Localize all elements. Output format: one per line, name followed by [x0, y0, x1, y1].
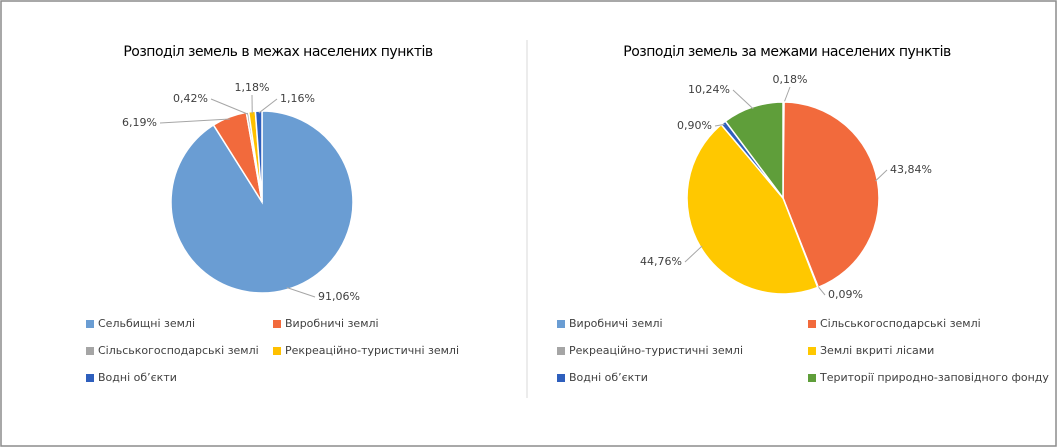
data-label: 6,19%	[122, 116, 157, 129]
legend-swatch	[557, 347, 565, 355]
data-label: 10,24%	[688, 83, 730, 96]
legend-label: Сільськогосподарські землі	[820, 317, 981, 330]
data-label: 1,18%	[235, 81, 270, 94]
legend-label: Виробничі землі	[285, 317, 379, 330]
leader-line	[684, 245, 703, 263]
legend-swatch	[86, 347, 94, 355]
legend-label: Рекреаційно-туристичні землі	[285, 344, 459, 357]
legend-swatch	[557, 320, 565, 328]
legend-swatch	[808, 374, 816, 382]
chart-title: Розподіл земель в межах населених пункті…	[123, 44, 433, 60]
legend-swatch	[808, 347, 816, 355]
legend-label: Рекреаційно-туристичні землі	[569, 344, 743, 357]
legend-label: Виробничі землі	[569, 317, 663, 330]
leader-line	[286, 287, 316, 298]
legend-swatch	[86, 320, 94, 328]
legend-swatch	[273, 347, 281, 355]
data-label: 0,42%	[173, 92, 208, 105]
leader-line	[875, 169, 888, 182]
data-label: 43,84%	[890, 163, 932, 176]
legend-label: Території природно-заповідного фонду	[819, 371, 1049, 384]
data-label: 91,06%	[318, 290, 360, 303]
legend-label: Землі вкриті лісами	[820, 344, 934, 357]
leader-line	[159, 118, 231, 124]
data-label: 0,18%	[773, 73, 808, 86]
legend-swatch	[557, 374, 565, 382]
data-label: 0,09%	[828, 288, 863, 301]
leader-line	[210, 98, 248, 115]
legend-swatch	[273, 320, 281, 328]
legend-label: Водні об’єкти	[569, 371, 648, 384]
data-label: 44,76%	[640, 255, 682, 268]
pie-slice	[782, 101, 880, 289]
leader-line	[816, 285, 826, 296]
leader-line	[258, 98, 278, 114]
legend-label: Водні об’єкти	[98, 371, 177, 384]
data-label: 0,90%	[677, 119, 712, 132]
chart-title: Розподіл земель за межами населених пунк…	[623, 44, 951, 60]
legend-label: Сельбищні землі	[98, 317, 195, 330]
data-label: 1,16%	[280, 92, 315, 105]
leader-line	[732, 89, 754, 110]
legend-swatch	[808, 320, 816, 328]
legend-label: Сільськогосподарські землі	[98, 344, 259, 357]
pie-slice	[724, 101, 784, 201]
leader-line	[714, 123, 725, 127]
leader-line	[783, 86, 791, 105]
legend-swatch	[86, 374, 94, 382]
